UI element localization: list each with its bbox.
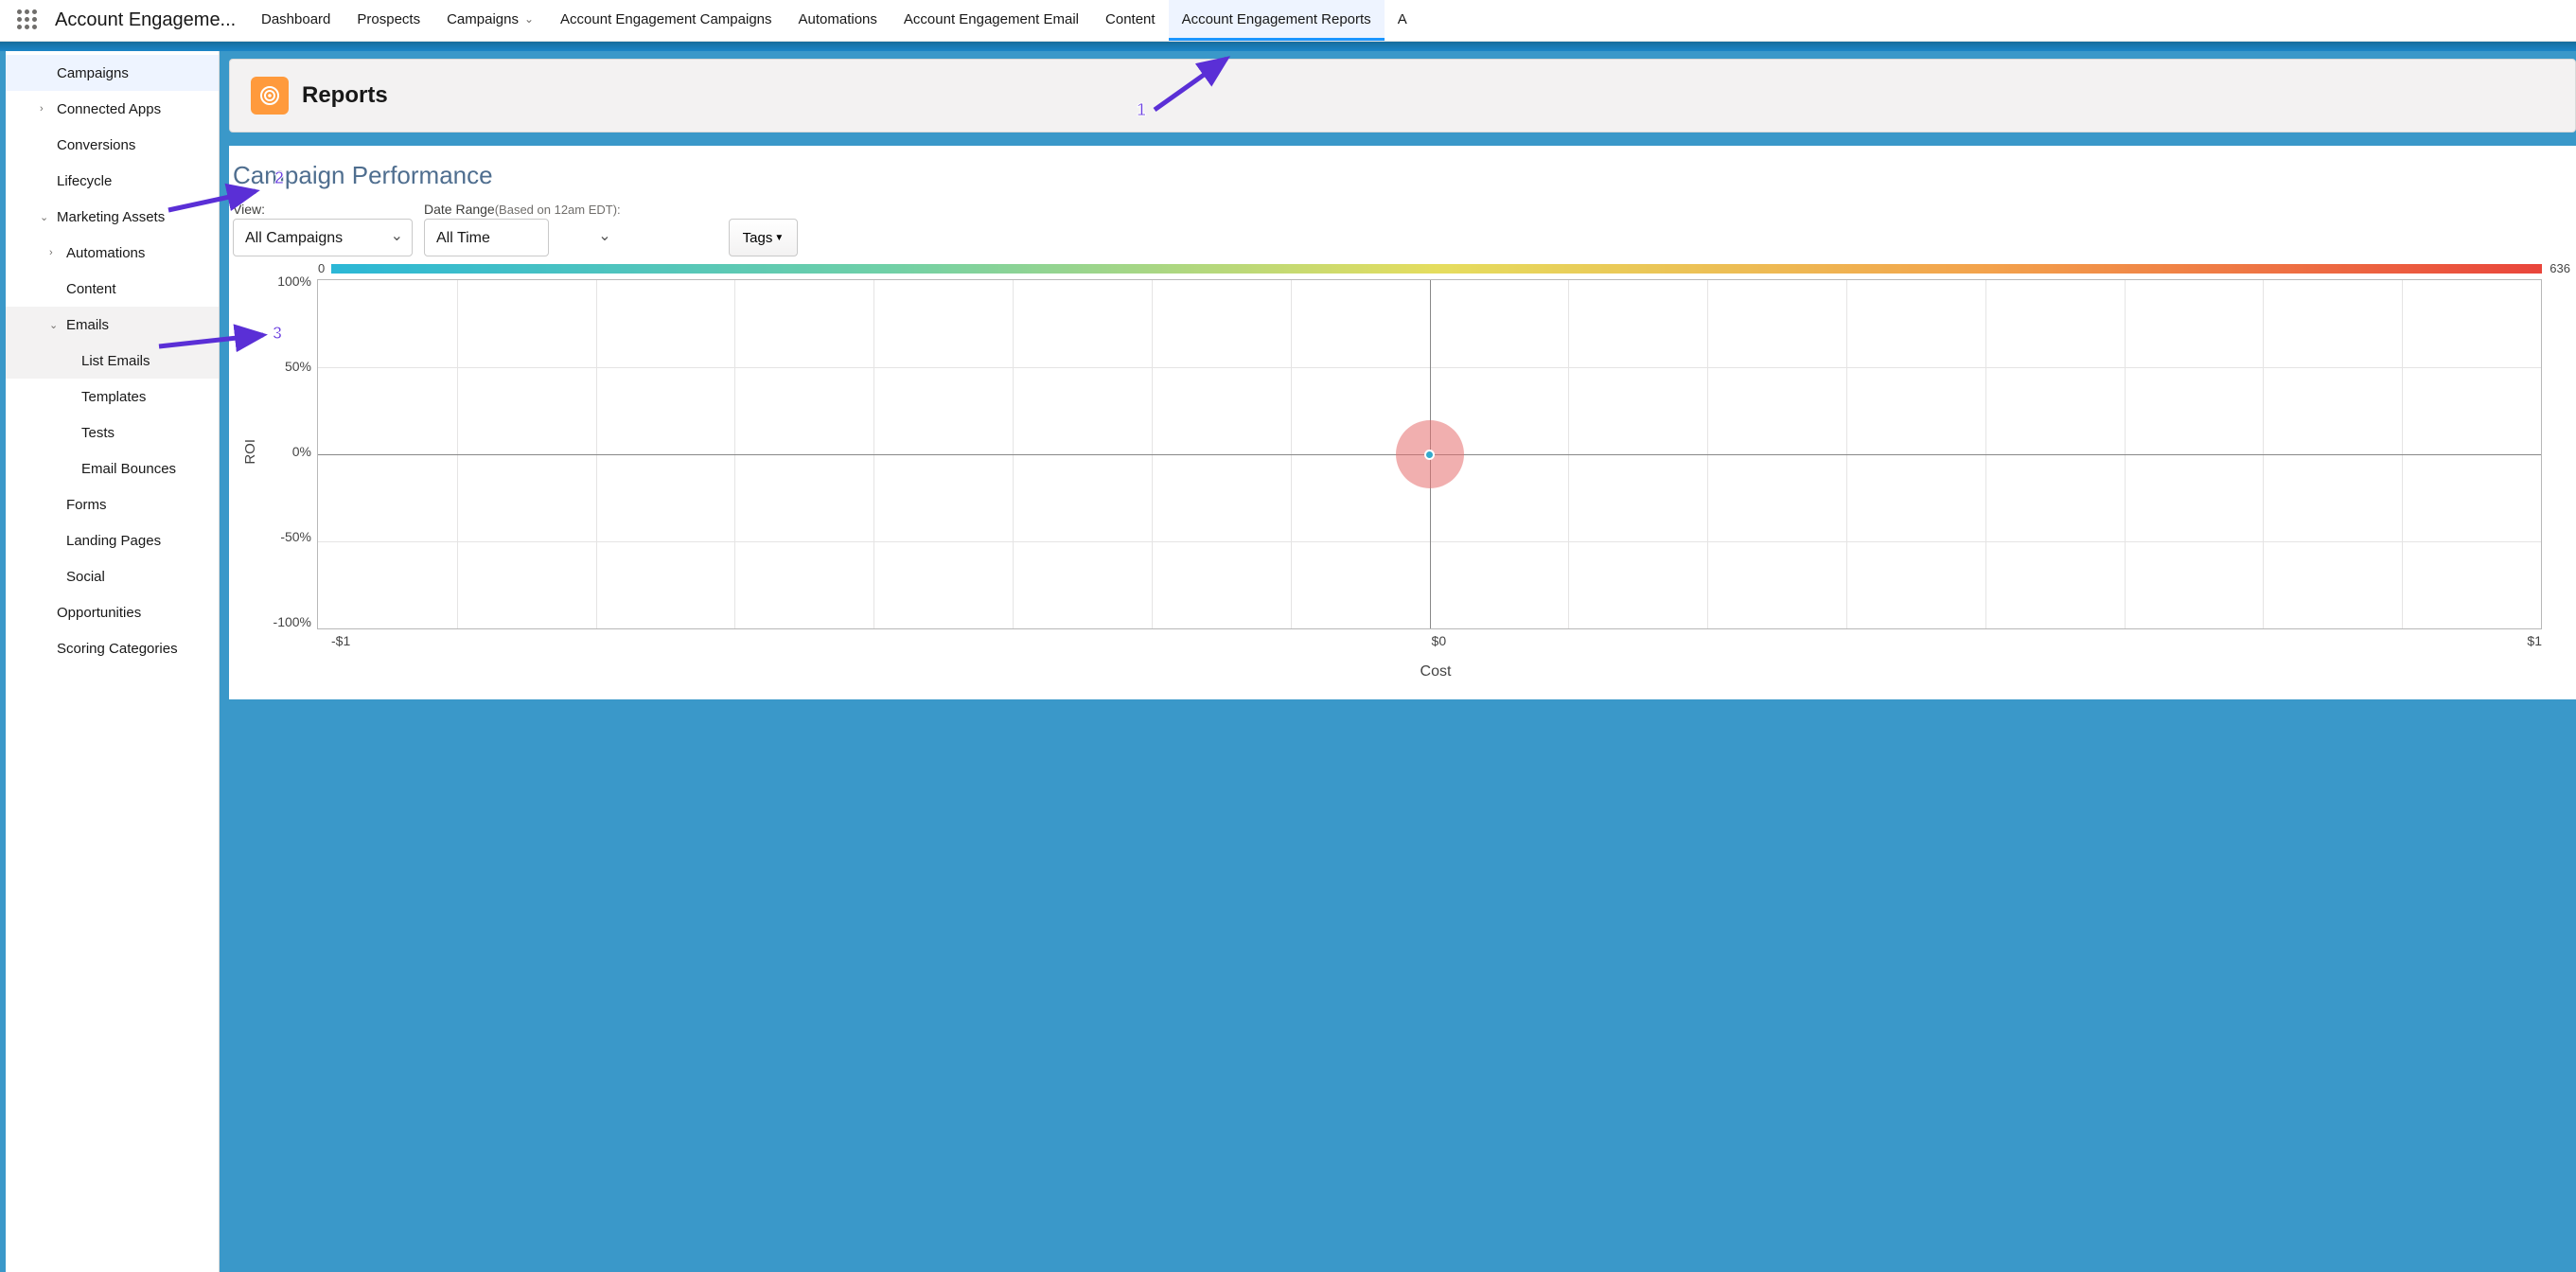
sidebar-item-label: Automations — [66, 245, 145, 261]
sidebar-item[interactable]: ·Forms — [6, 486, 219, 522]
app-title[interactable]: Account Engageme... — [49, 9, 248, 31]
sidebar-item[interactable]: ·Content — [6, 271, 219, 307]
topnav-item[interactable]: Account Engagement Email — [891, 0, 1092, 41]
x-tick: $0 — [1432, 633, 1447, 648]
chevron-down-icon: ⌄ — [49, 319, 62, 331]
sidebar-item-label: Email Bounces — [81, 461, 176, 477]
reports-icon — [251, 77, 289, 115]
sidebar-item[interactable]: ⌄ Emails — [6, 307, 219, 343]
sidebar-item-label: Connected Apps — [57, 101, 161, 117]
top-navbar: Account Engageme... DashboardProspectsCa… — [0, 0, 2576, 42]
topnav-item[interactable]: Campaigns⌄ — [433, 0, 547, 41]
topnav-item[interactable]: A — [1385, 0, 1420, 41]
topnav-item[interactable]: Dashboard — [248, 0, 344, 41]
date-select[interactable]: All Time — [424, 219, 549, 256]
y-tick: 0% — [292, 444, 311, 459]
page-header: Reports — [229, 59, 2576, 132]
y-tick: 50% — [285, 359, 311, 374]
scale-min: 0 — [318, 261, 325, 275]
scale-max: 636 — [2550, 261, 2570, 275]
y-tick: -100% — [273, 614, 311, 629]
annotation-number-3: 3 — [273, 324, 282, 344]
annotation-number-1: 1 — [1137, 100, 1146, 120]
topnav-item[interactable]: Account Engagement Campaigns — [547, 0, 785, 41]
content-card: Campaign Performance View: All Campaigns… — [229, 146, 2576, 699]
sidebar-item[interactable]: ·Scoring Categories — [6, 630, 219, 666]
filters-row: View: All Campaigns Date Range(Based on … — [229, 202, 2576, 256]
sidebar-item[interactable]: ·Campaigns — [6, 55, 219, 91]
sidebar-item[interactable]: ·Conversions — [6, 127, 219, 163]
view-select[interactable]: All Campaigns — [233, 219, 413, 256]
sidebar-item-label: Forms — [66, 497, 107, 513]
card-title: Campaign Performance — [229, 161, 2576, 190]
chevron-right-icon: › — [49, 247, 62, 258]
chevron-right-icon: › — [40, 103, 53, 115]
sidebar-item-label: Scoring Categories — [57, 641, 178, 657]
caret-down-icon: ▼ — [774, 233, 784, 243]
sidebar-item-label: Campaigns — [57, 65, 129, 81]
topnav-item[interactable]: Automations — [785, 0, 891, 41]
main-layout: ·Campaigns›Connected Apps·Conversions·Li… — [0, 51, 2576, 1272]
sidebar-item[interactable]: ·Landing Pages — [6, 522, 219, 558]
sidebar-item[interactable]: ·Templates — [6, 379, 219, 415]
view-filter: View: All Campaigns — [233, 202, 413, 256]
x-tick: $1 — [2527, 633, 2542, 648]
view-label: View: — [233, 202, 413, 217]
y-axis-ticks: 100% 50% 0% -50% -100% — [262, 274, 317, 629]
sidebar-item[interactable]: ·Email Bounces — [6, 450, 219, 486]
annotation-number-2: 2 — [274, 168, 284, 188]
chart-area: 0 636 ROI 100% 50% 0% -50% -100% -$1 $0 $1 Cos… — [229, 264, 2576, 680]
sidebar-wrap: ·Campaigns›Connected Apps·Conversions·Li… — [0, 51, 220, 1272]
topnav-item[interactable]: Account Engagement Reports — [1169, 0, 1385, 41]
x-axis-label: Cost — [295, 663, 2576, 680]
top-nav-tabs: DashboardProspectsCampaigns⌄Account Enga… — [248, 0, 1420, 41]
tags-button[interactable]: Tags▼ — [729, 219, 799, 256]
color-scale-bar: 0 636 — [331, 264, 2542, 274]
sidebar-item-label: Emails — [66, 317, 109, 333]
sidebar-item-label: Opportunities — [57, 605, 141, 621]
sidebar-item-label: Landing Pages — [66, 533, 161, 549]
main-content: Reports Campaign Performance View: All C… — [220, 51, 2576, 1272]
app-launcher-icon[interactable] — [17, 9, 40, 32]
sidebar: ·Campaigns›Connected Apps·Conversions·Li… — [6, 51, 220, 1272]
y-axis-label: ROI — [238, 439, 262, 465]
topnav-item[interactable]: Content — [1092, 0, 1169, 41]
x-axis-ticks: -$1 $0 $1 — [331, 629, 2542, 648]
sidebar-item-label: Templates — [81, 389, 146, 405]
chart-plot[interactable] — [317, 279, 2542, 629]
chevron-down-icon: ⌄ — [524, 12, 534, 26]
date-filter: Date Range(Based on 12am EDT): All Time — [424, 202, 621, 256]
sidebar-item[interactable]: › Automations — [6, 235, 219, 271]
sidebar-item[interactable]: ·Tests — [6, 415, 219, 450]
sidebar-item-label: Social — [66, 569, 105, 585]
x-tick: -$1 — [331, 633, 350, 648]
sidebar-item-label: Content — [66, 281, 116, 297]
sidebar-item-label: Lifecycle — [57, 173, 112, 189]
data-point[interactable] — [1424, 450, 1435, 460]
sidebar-item-label: Conversions — [57, 137, 135, 153]
sidebar-item[interactable]: ·Social — [6, 558, 219, 594]
y-tick: -50% — [280, 529, 311, 544]
sidebar-item[interactable]: › Connected Apps — [6, 91, 219, 127]
topnav-item[interactable]: Prospects — [344, 0, 433, 41]
sidebar-item[interactable]: ·Lifecycle — [6, 163, 219, 199]
sidebar-item-label: Tests — [81, 425, 115, 441]
sidebar-item-label: List Emails — [81, 353, 150, 369]
chevron-down-icon: ⌄ — [40, 211, 53, 223]
sidebar-item[interactable]: ·Opportunities — [6, 594, 219, 630]
sidebar-item-label: Marketing Assets — [57, 209, 165, 225]
y-tick: 100% — [277, 274, 311, 289]
date-label: Date Range(Based on 12am EDT): — [424, 202, 621, 217]
sidebar-item[interactable]: ·List Emails — [6, 343, 219, 379]
page-title: Reports — [302, 82, 388, 109]
header-separator-band — [0, 42, 2576, 51]
sidebar-item[interactable]: ⌄ Marketing Assets — [6, 199, 219, 235]
